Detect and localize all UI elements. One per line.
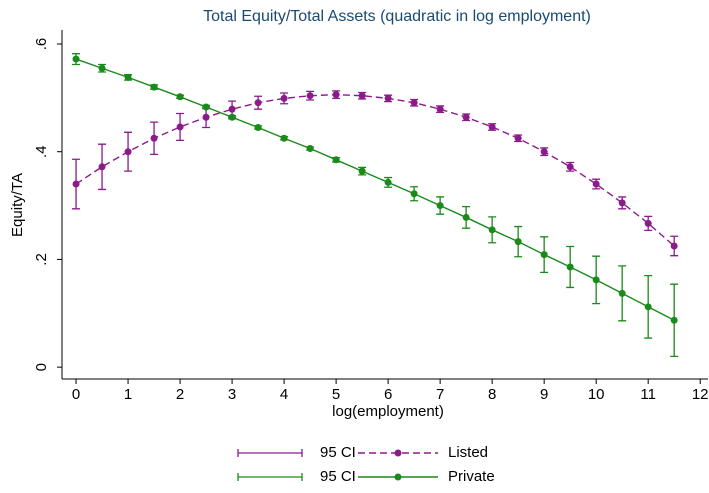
x-tick-label: 8 (488, 386, 496, 403)
legend-marker (394, 473, 402, 481)
point (462, 113, 470, 121)
x-tick-label: 4 (280, 386, 288, 403)
y-tick-label: .2 (33, 253, 50, 266)
point (72, 55, 80, 63)
point (228, 105, 236, 113)
point (358, 92, 366, 100)
point (540, 251, 548, 259)
point (306, 144, 314, 152)
y-tick-label: 0 (33, 363, 50, 371)
x-tick-label: 0 (72, 386, 80, 403)
point (358, 167, 366, 175)
point (280, 134, 288, 142)
x-tick-label: 6 (384, 386, 392, 403)
point (98, 163, 106, 171)
point (384, 94, 392, 102)
point (280, 94, 288, 102)
point (332, 156, 340, 164)
point (98, 64, 106, 72)
point (618, 199, 626, 207)
chart-title: Total Equity/Total Assets (quadratic in … (203, 8, 591, 25)
point (124, 148, 132, 156)
x-tick-label: 12 (692, 386, 709, 403)
point (72, 180, 80, 188)
point (644, 303, 652, 311)
point (592, 276, 600, 284)
point (254, 99, 262, 107)
point (462, 213, 470, 221)
point (202, 103, 210, 111)
x-tick-label: 5 (332, 386, 340, 403)
point (410, 190, 418, 198)
point (228, 113, 236, 121)
legend-marker (394, 449, 402, 457)
point (202, 113, 210, 121)
series-line (75, 58, 675, 321)
point (332, 91, 340, 99)
point (618, 289, 626, 297)
point (566, 263, 574, 271)
y-axis-label: Equity/TA (9, 173, 26, 237)
legend-label: 95 CI (320, 444, 356, 461)
point (150, 134, 158, 142)
point (488, 226, 496, 234)
point (488, 123, 496, 131)
x-axis-label: log(employment) (332, 403, 444, 420)
x-tick-label: 1 (124, 386, 132, 403)
point (176, 93, 184, 101)
x-tick-label: 10 (588, 386, 605, 403)
point (436, 202, 444, 210)
point (436, 105, 444, 113)
series-line (75, 93, 675, 247)
point (514, 134, 522, 142)
legend-label: Private (448, 468, 495, 485)
point (670, 316, 678, 324)
point (176, 123, 184, 131)
legend-label: 95 CI (320, 468, 356, 485)
x-tick-label: 2 (176, 386, 184, 403)
legend-ci-swatch (237, 473, 303, 481)
x-tick-label: 7 (436, 386, 444, 403)
point (592, 180, 600, 188)
legend-ci-swatch (237, 449, 303, 457)
y-tick-label: .6 (33, 38, 50, 51)
point (384, 178, 392, 186)
legend-label: Listed (448, 444, 488, 461)
point (124, 73, 132, 81)
point (540, 148, 548, 156)
x-tick-label: 3 (228, 386, 236, 403)
point (150, 83, 158, 91)
point (306, 92, 314, 100)
point (644, 219, 652, 227)
point (566, 163, 574, 171)
y-tick-label: .4 (33, 145, 50, 158)
x-tick-label: 11 (640, 386, 656, 403)
point (410, 99, 418, 107)
x-tick-label: 9 (540, 386, 548, 403)
point (514, 238, 522, 246)
point (670, 242, 678, 250)
point (254, 123, 262, 131)
